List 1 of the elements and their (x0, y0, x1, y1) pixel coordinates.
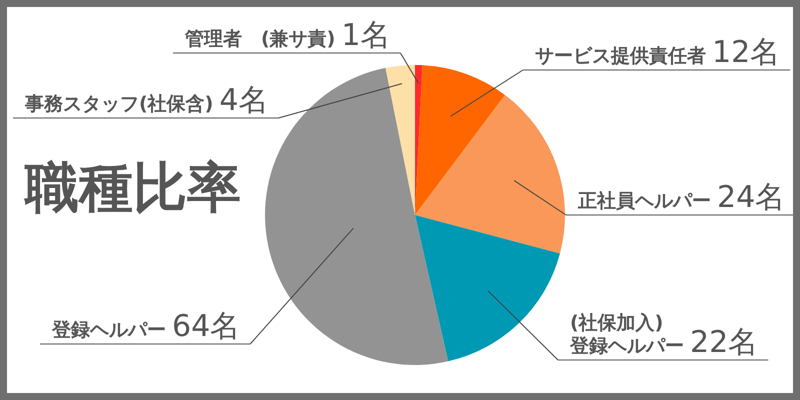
title: 職種比率 (25, 156, 241, 219)
